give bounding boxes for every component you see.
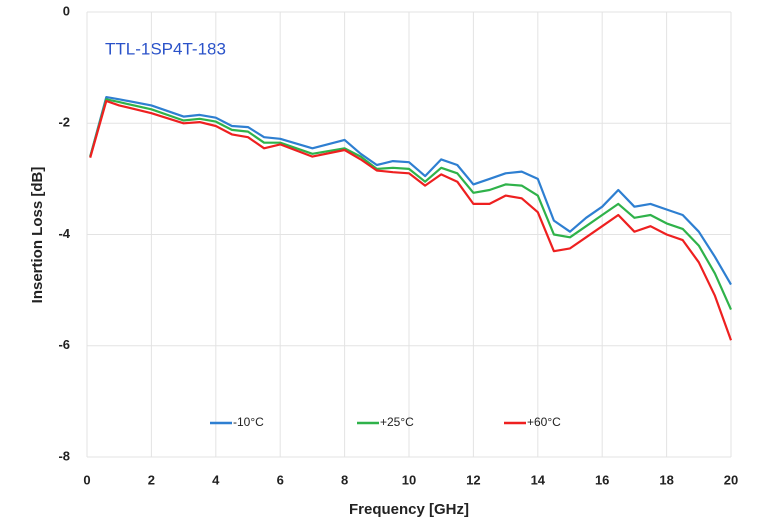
x-tick-label: 12 [466, 472, 480, 487]
x-tick-label: 18 [659, 472, 673, 487]
x-tick-label: 8 [341, 472, 348, 487]
x-tick-label: 20 [724, 472, 738, 487]
x-tick-label: 4 [212, 472, 220, 487]
series-line [89, 98, 733, 311]
y-tick-label: -4 [58, 226, 70, 241]
y-tick-label: -8 [58, 448, 70, 463]
series-line [89, 96, 732, 286]
x-tick-label: 2 [148, 472, 155, 487]
series-line [89, 99, 733, 341]
x-axis-title: Frequency [GHz] [349, 501, 469, 518]
x-tick-label: 10 [402, 472, 416, 487]
y-tick-label: 0 [63, 3, 70, 18]
x-tick-label: 0 [83, 472, 90, 487]
chart-annotation: TTL-1SP4T-183 [105, 39, 226, 58]
x-tick-label: 14 [531, 472, 546, 487]
legend-label: +25°C [380, 415, 414, 429]
x-tick-label: 6 [277, 472, 284, 487]
legend-label: -10°C [233, 415, 264, 429]
y-tick-label: -2 [58, 115, 70, 130]
y-tick-label: -6 [58, 337, 70, 352]
y-axis-title: Insertion Loss [dB] [29, 167, 46, 304]
x-tick-label: 16 [595, 472, 609, 487]
legend-label: +60°C [527, 415, 561, 429]
